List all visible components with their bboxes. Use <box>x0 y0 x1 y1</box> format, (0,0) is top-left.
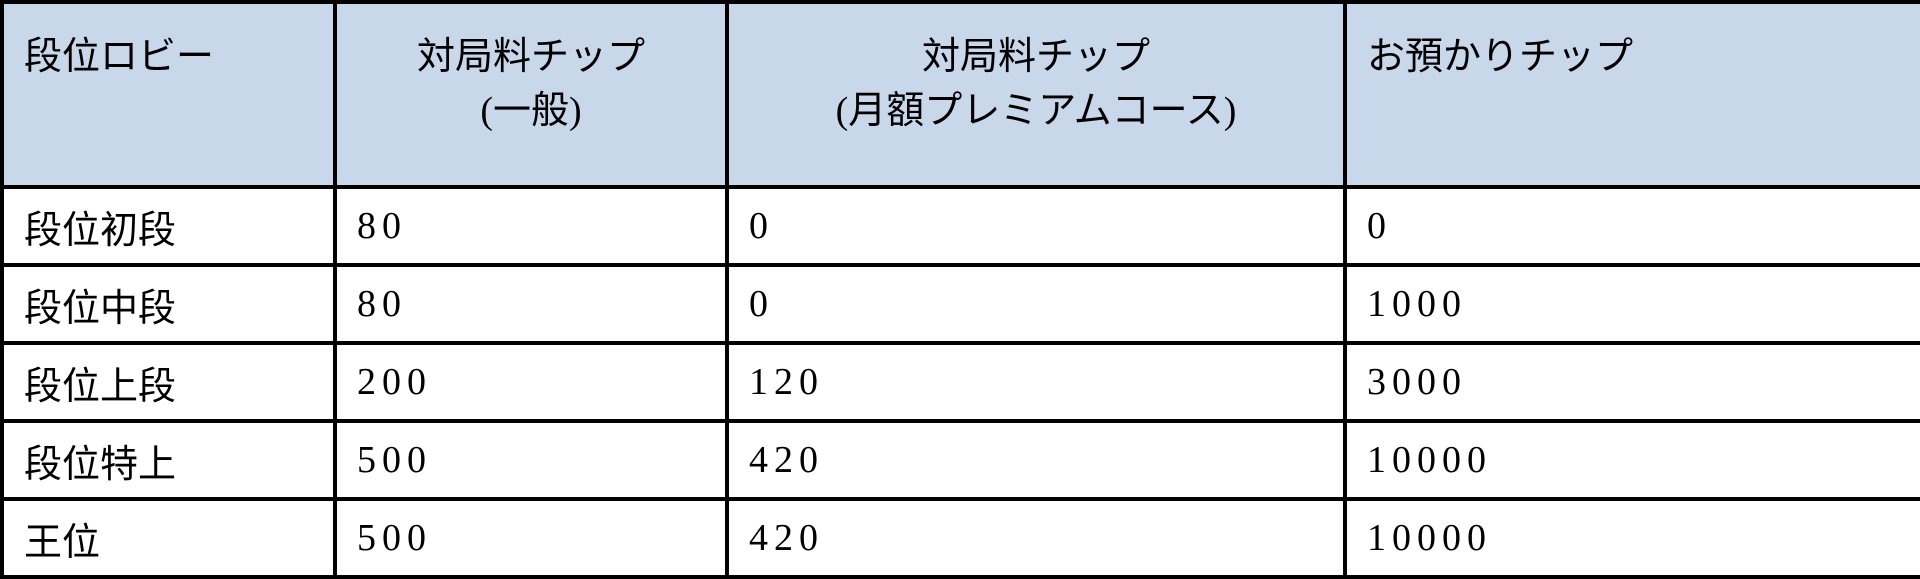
fee-general-cell: 500 <box>333 497 729 579</box>
table-row: 段位特上 500 420 10000 <box>0 419 1920 501</box>
fee-premium-cell: 0 <box>725 185 1347 267</box>
header-text: お預かりチップ <box>1367 36 1634 78</box>
table-row: 段位初段 80 0 0 <box>0 185 1920 267</box>
fee-general-cell: 80 <box>333 185 729 267</box>
header-rank-lobby: 段位ロビー <box>0 0 337 189</box>
fee-general-cell: 200 <box>333 341 729 423</box>
header-deposit-chips: お預かりチップ <box>1343 0 1920 189</box>
table-row: 段位中段 80 0 1000 <box>0 263 1920 345</box>
rank-cell: 段位初段 <box>0 185 337 267</box>
header-fee-general: 対局料チップ (一般) <box>333 0 729 189</box>
rank-cell: 段位特上 <box>0 419 337 501</box>
fee-premium-cell: 0 <box>725 263 1347 345</box>
deposit-cell: 1000 <box>1343 263 1920 345</box>
header-subtext: (月額プレミアムコース) <box>835 90 1237 132</box>
header-text: 対局料チップ <box>416 36 645 78</box>
table-header: 段位ロビー 対局料チップ (一般) 対局料チップ (月額プレミアムコース) お預かり… <box>0 0 1920 189</box>
table-row: 王位 500 420 10000 <box>0 497 1920 579</box>
table-row: 段位上段 200 120 3000 <box>0 341 1920 423</box>
table-body: 段位初段 80 0 0 段位中段 80 0 1000 段位上段 200 120 3000 段位特上 500… <box>0 185 1920 579</box>
header-fee-premium: 対局料チップ (月額プレミアムコース) <box>725 0 1347 189</box>
rank-cell: 段位中段 <box>0 263 337 345</box>
deposit-cell: 0 <box>1343 185 1920 267</box>
header-subtext: (一般) <box>480 90 582 132</box>
fee-general-cell: 500 <box>333 419 729 501</box>
rank-cell: 王位 <box>0 497 337 579</box>
deposit-cell: 10000 <box>1343 497 1920 579</box>
header-text: 対局料チップ <box>921 36 1150 78</box>
fee-premium-cell: 120 <box>725 341 1347 423</box>
fee-premium-cell: 420 <box>725 419 1347 501</box>
rank-cell: 段位上段 <box>0 341 337 423</box>
deposit-cell: 3000 <box>1343 341 1920 423</box>
header-text: 段位ロビー <box>24 36 215 78</box>
fee-general-cell: 80 <box>333 263 729 345</box>
fee-premium-cell: 420 <box>725 497 1347 579</box>
header-row: 段位ロビー 対局料チップ (一般) 対局料チップ (月額プレミアムコース) お預かり… <box>0 0 1920 189</box>
deposit-cell: 10000 <box>1343 419 1920 501</box>
